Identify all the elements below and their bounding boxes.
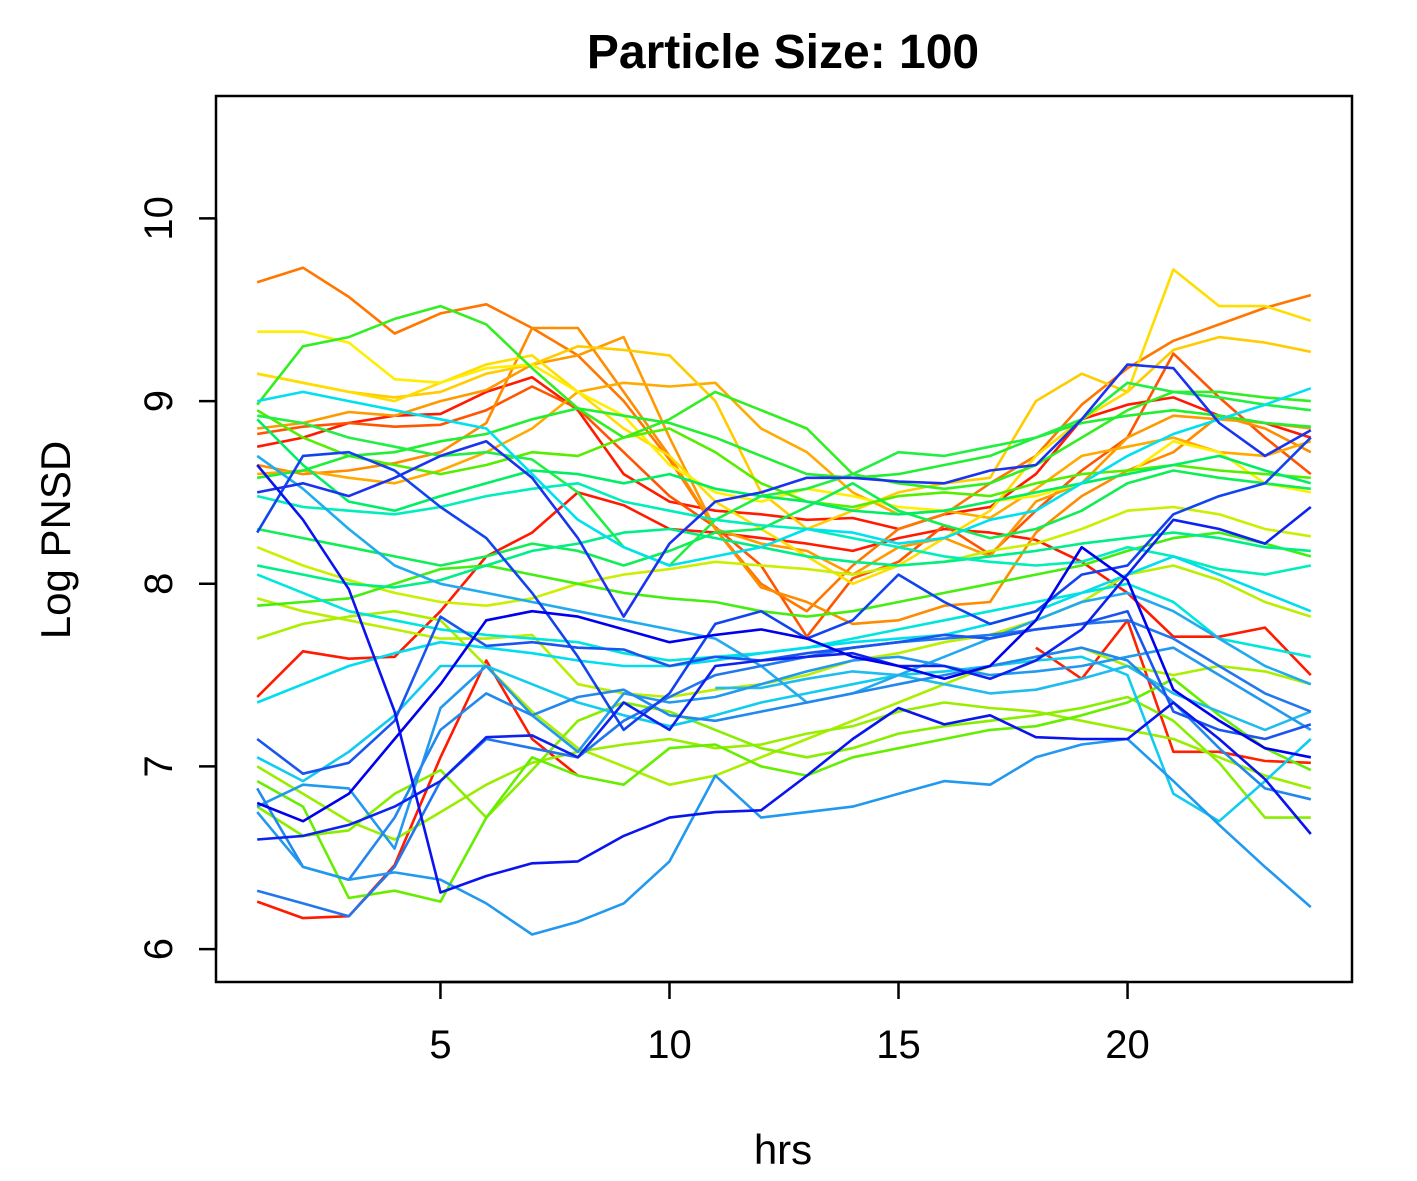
series-line-42: [256, 464, 1312, 894]
series-line-17: [256, 695, 1311, 838]
series-line-40: [257, 505, 1312, 841]
y-tick-label-7: 7: [137, 755, 181, 777]
y-tick-label-10: 10: [137, 196, 181, 241]
series-line-29: [256, 387, 1312, 567]
series-line-21: [256, 304, 1311, 491]
series-line-31: [256, 655, 1312, 823]
series-line-35: [256, 646, 1312, 881]
series-line-32: [715, 664, 1312, 732]
series-line-13: [256, 505, 1312, 607]
series-line-23: [256, 381, 1311, 567]
series-line-38: [256, 609, 1312, 775]
series-line-25: [256, 418, 1312, 516]
series-line-34: [256, 646, 1312, 850]
y-tick-label-9: 9: [137, 390, 181, 412]
series-line-6: [256, 266, 1312, 613]
series-line-41: [256, 363, 1312, 618]
axis-layer: 5 10 15 20 6 7 8 9 10: [137, 196, 1150, 1067]
series-line-11: [256, 268, 1312, 586]
series-line-5: [256, 352, 1312, 638]
series-line-18: [256, 677, 1312, 903]
series-layer: [256, 266, 1312, 936]
x-tick-label-15: 15: [876, 1023, 921, 1067]
y-tick-label-6: 6: [137, 938, 181, 960]
series-line-37: [256, 737, 1312, 936]
x-tick-label-20: 20: [1105, 1023, 1150, 1067]
series-line-8: [257, 335, 1311, 576]
series-line-4: [1035, 619, 1311, 765]
series-line-1: [256, 659, 579, 920]
series-line-30: [256, 555, 1312, 704]
series-line-24: [256, 469, 1311, 567]
series-line-36: [256, 619, 1312, 918]
series-line-22: [256, 407, 1311, 480]
series-line-43: [256, 545, 1312, 823]
series-line-27: [256, 482, 1312, 576]
series-line-39: [256, 436, 1312, 732]
y-axis-label: Log PNSD: [32, 441, 79, 639]
x-tick-label-10: 10: [647, 1023, 692, 1067]
y-tick-label-8: 8: [137, 573, 181, 595]
x-tick-label-5: 5: [429, 1023, 451, 1067]
chart-title: Particle Size: 100: [587, 26, 979, 79]
x-axis-label: hrs: [754, 1126, 812, 1173]
